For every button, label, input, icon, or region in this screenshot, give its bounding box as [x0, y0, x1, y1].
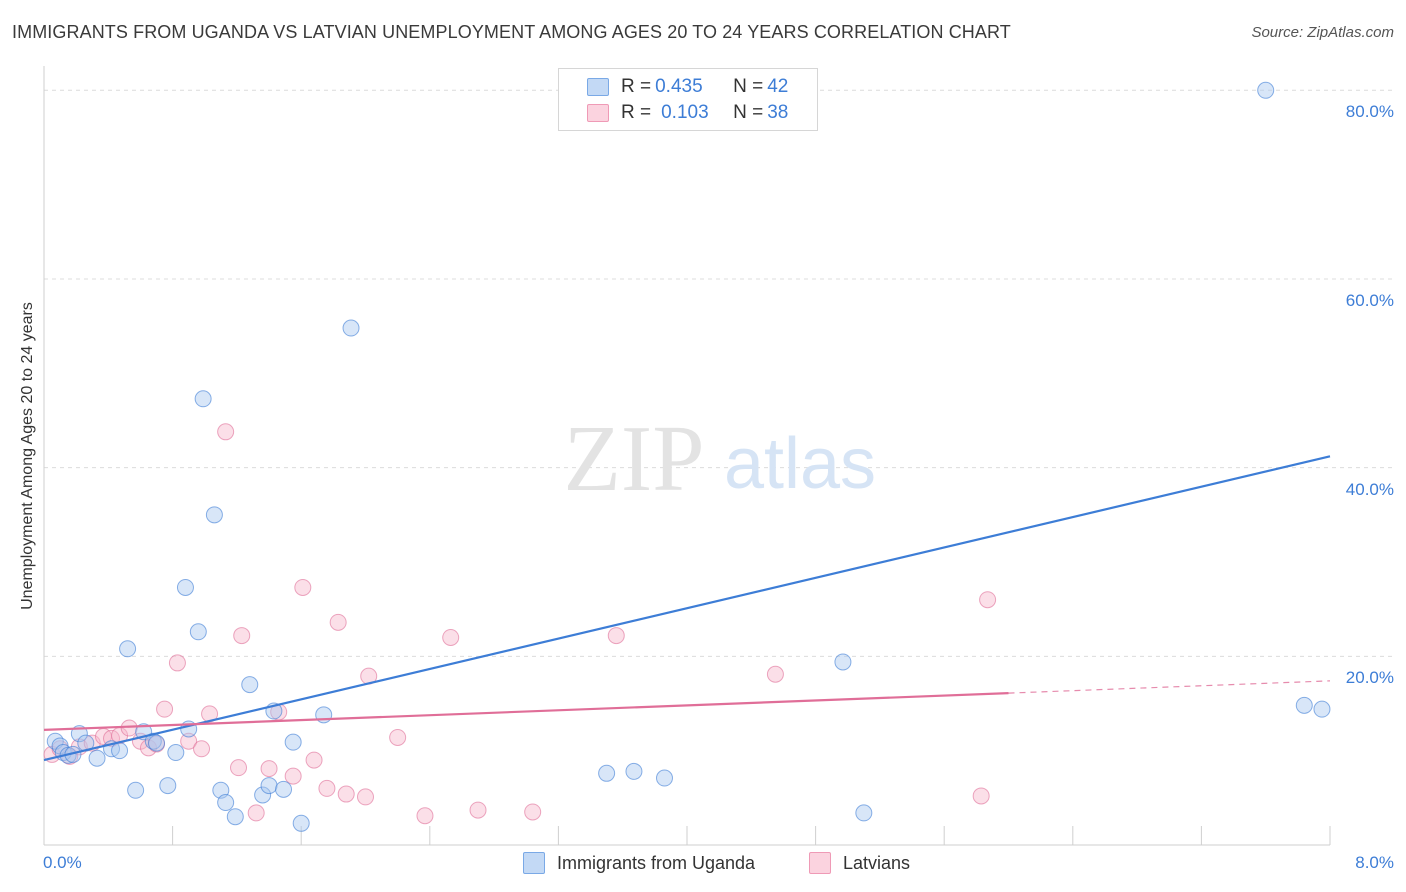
uganda-point: [205, 506, 223, 524]
uganda-point: [625, 762, 643, 780]
latvians-point: [389, 728, 407, 746]
latvians-point: [972, 787, 990, 805]
legend-n-value-latvians: 38: [767, 102, 789, 123]
latvians-point: [329, 613, 347, 631]
series-swatch-blue: [523, 852, 545, 874]
series-legend-label-uganda: Immigrants from Uganda: [557, 852, 756, 873]
uganda-point: [88, 749, 106, 767]
x-tick-max: 8.0%: [1355, 853, 1394, 872]
latvians-point: [318, 779, 336, 797]
legend-r-label: R =: [621, 102, 652, 123]
y-tick-label-80: 80.0%: [1345, 102, 1394, 122]
watermark-zip: ZIP: [564, 407, 705, 511]
series-swatch-pink: [809, 852, 831, 874]
legend-row-latvians: R = 0.103 N = 38: [587, 101, 788, 125]
uganda-point: [217, 794, 235, 812]
latvians-point: [230, 759, 248, 777]
latvians-point: [120, 719, 138, 737]
uganda-point: [1295, 696, 1313, 714]
latvians-point: [442, 628, 460, 646]
series-legend: Immigrants from Uganda Latvians: [0, 852, 1406, 878]
uganda-point: [127, 781, 145, 799]
latvians-point: [305, 751, 323, 769]
y-tick-label-60: 60.0%: [1345, 290, 1394, 310]
latvians-point: [156, 700, 174, 718]
legend-r-value-uganda: 0.435: [655, 76, 703, 97]
uganda-point: [176, 578, 194, 596]
legend-n-label: N =: [733, 102, 764, 123]
uganda-point: [119, 640, 137, 658]
y-tick-label-20: 20.0%: [1345, 668, 1394, 688]
uganda-point: [159, 777, 177, 795]
uganda-point: [260, 777, 278, 795]
uganda-point: [1257, 81, 1275, 99]
series-legend-latvians[interactable]: Latvians: [809, 852, 910, 874]
legend-swatch-pink: [587, 104, 609, 122]
uganda-point: [855, 804, 873, 822]
latvians-point: [337, 785, 355, 803]
uganda-point: [275, 780, 293, 798]
series-legend-uganda[interactable]: Immigrants from Uganda: [523, 852, 755, 874]
chart-title: IMMIGRANTS FROM UGANDA VS LATVIAN UNEMPL…: [12, 22, 1011, 42]
latvians-point: [284, 767, 302, 785]
trend-lines: [43, 455, 1331, 762]
latvians-point: [524, 803, 542, 821]
uganda-point: [284, 733, 302, 751]
latvians-trend-line: [43, 692, 1009, 732]
legend-r-value-latvians: 0.103: [661, 102, 709, 123]
latvians-point: [193, 740, 211, 758]
uganda-point: [241, 676, 259, 694]
watermark: ZIP atlas: [564, 407, 877, 511]
latvians-trend-line-extension: [1008, 680, 1331, 694]
latvians-point: [217, 423, 235, 441]
latvians-point: [247, 804, 265, 822]
uganda-trend-line: [43, 455, 1331, 762]
y-tick-label-40: 40.0%: [1345, 479, 1394, 499]
watermark-atlas: atlas: [724, 424, 876, 504]
latvians-point: [233, 627, 251, 645]
legend-swatch-blue: [587, 78, 609, 96]
axes: [43, 66, 1331, 846]
gridlines: [44, 89, 1392, 657]
uganda-point: [1313, 700, 1331, 718]
series-legend-label-latvians: Latvians: [843, 852, 911, 873]
latvians-point: [357, 788, 374, 806]
uganda-point: [834, 653, 852, 671]
latvians-point: [416, 807, 434, 825]
uganda-point: [254, 786, 272, 804]
uganda-point: [226, 808, 244, 826]
uganda-point: [167, 744, 185, 762]
legend-r-label: R =: [621, 76, 652, 97]
uganda-point: [111, 742, 129, 760]
uganda-point: [292, 814, 310, 832]
source-label: Source: ZipAtlas.com: [1251, 24, 1394, 41]
latvians-point: [294, 578, 312, 596]
legend-row-uganda: R = 0.435 N = 42: [587, 75, 788, 99]
uganda-point: [189, 623, 207, 641]
correlation-legend: R = 0.435 N = 42 R = 0.103 N = 38: [558, 68, 818, 131]
latvians-point: [180, 732, 198, 750]
legend-n-label: N =: [733, 76, 764, 97]
latvians-point: [607, 627, 625, 645]
uganda-point: [598, 764, 616, 782]
legend-n-value-uganda: 42: [767, 76, 789, 97]
uganda-point: [194, 390, 212, 408]
latvians-point: [168, 654, 186, 672]
latvians-point: [979, 591, 997, 609]
latvians-point: [469, 801, 487, 819]
uganda-point: [342, 319, 360, 337]
uganda-point: [148, 734, 166, 752]
x-tick-min: 0.0%: [43, 853, 82, 872]
uganda-point: [655, 769, 673, 787]
latvians-point: [260, 760, 278, 778]
latvians-point: [766, 665, 784, 683]
